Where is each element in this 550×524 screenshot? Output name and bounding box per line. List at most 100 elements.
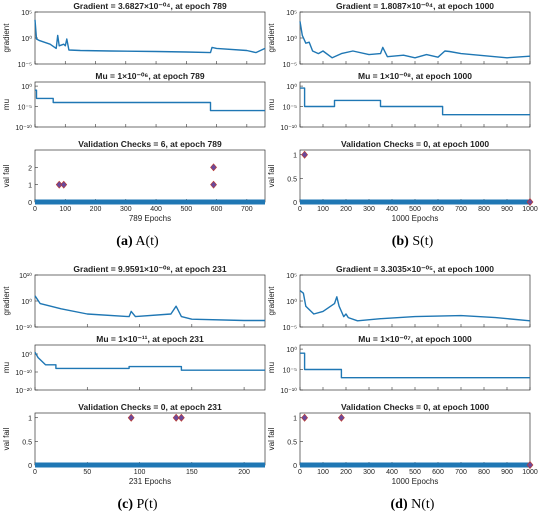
gradient-series-line xyxy=(34,295,265,322)
val-xtick-label: 800 xyxy=(478,469,490,476)
gradient-ylabel: gradient xyxy=(2,286,11,316)
val-xtick-label: 400 xyxy=(386,206,398,213)
gradient-frame xyxy=(34,11,266,65)
val-xtick-label: 300 xyxy=(363,469,375,476)
val-xtick-label: 0 xyxy=(298,206,302,213)
mu-ytick-label: 10⁻⁵ xyxy=(18,105,32,112)
gradient-ytick-label: 10⁵ xyxy=(286,273,297,280)
val-xtick-label: 900 xyxy=(501,206,513,213)
caption-a: (a) A(t) xyxy=(0,234,275,250)
val-frame xyxy=(34,412,266,466)
val-xtick-label: 150 xyxy=(186,469,198,476)
mu-ytick-label: 10⁻¹⁰ xyxy=(15,369,32,377)
gradient-ytick-label: 10⁻⁵ xyxy=(283,62,297,69)
caption-c-letter: (c) xyxy=(117,497,134,512)
gradient-title: Gradient = 9.9591×10⁻⁰⁸, at epoch 231 xyxy=(73,264,226,274)
mu-ytick-label: 10⁻²⁰ xyxy=(15,387,32,395)
gradient-axes: Gradient = 1.8087×10⁻⁰⁴, at epoch 1000 gr… xyxy=(267,1,531,69)
val-fail-marker xyxy=(60,180,68,189)
val-xtick-label: 100 xyxy=(59,206,71,213)
gradient-title: Gradient = 1.8087×10⁻⁰⁴, at epoch 1000 xyxy=(336,1,494,11)
gradient-ytick-label: 10⁰ xyxy=(21,35,32,43)
mu-ytick-label: 10⁻⁵ xyxy=(283,368,297,375)
val-xtick-label: 300 xyxy=(363,206,375,213)
val-xtick-label: 0 xyxy=(33,206,37,213)
xlabel: 231 Epochs xyxy=(129,477,171,486)
val-xtick-label: 100 xyxy=(134,469,146,476)
val-xtick-label: 200 xyxy=(238,469,250,476)
val-xtick-label: 500 xyxy=(180,206,192,213)
caption-d-letter: (d) xyxy=(390,497,408,512)
val-xtick-label: 700 xyxy=(455,469,467,476)
val-xtick-label: 800 xyxy=(478,206,490,213)
mu-series-line xyxy=(35,89,265,112)
val-ytick-label: 0 xyxy=(28,463,32,470)
gradient-ylabel: gradient xyxy=(267,23,276,53)
val-xtick-label: 0 xyxy=(33,469,37,476)
mu-ylabel: mu xyxy=(267,99,276,110)
val-xtick-label: 500 xyxy=(409,206,421,213)
caption-b: (b) S(t) xyxy=(275,234,550,250)
mu-ylabel: mu xyxy=(2,99,11,110)
val-axes: Validation Checks = 6, at epoch 789 val f… xyxy=(2,139,266,223)
val-fail-marker xyxy=(526,198,534,206)
gradient-ytick-label: 10¹⁰ xyxy=(19,272,32,280)
mu-ytick-label: 10⁻⁵ xyxy=(283,105,297,112)
val-xtick-label: 50 xyxy=(83,469,91,476)
val-fail-marker xyxy=(127,413,135,422)
gradient-title: Gradient = 3.6827×10⁻⁰⁴, at epoch 789 xyxy=(73,1,227,11)
val-axes: Validation Checks = 0, at epoch 231 val f… xyxy=(2,402,266,486)
val-fail-marker xyxy=(210,163,217,172)
mu-axes: Mu = 1×10⁻⁰⁷, at epoch 1000 mu 10⁰ 10⁻⁵ 10⁻¹… xyxy=(267,334,531,395)
caption-d: (d) N(t) xyxy=(275,497,550,513)
val-fail-marker xyxy=(338,413,345,422)
mu-axes: Mu = 1×10⁻⁰⁸, at epoch 1000 mu 10⁰ 10⁻⁵ 10⁻¹… xyxy=(267,71,531,132)
val-ytick-label: 0.5 xyxy=(22,439,32,446)
val-xtick-label: 700 xyxy=(241,206,253,213)
gradient-ytick-label: 10⁵ xyxy=(21,10,32,17)
gradient-series-line xyxy=(299,290,531,322)
caption-c: (c) P(t) xyxy=(0,497,275,513)
panel-c: Gradient = 9.9591×10⁻⁰⁸, at epoch 231 gra… xyxy=(2,264,266,486)
gradient-axes: Gradient = 3.3035×10⁻⁰⁵, at epoch 1000 gr… xyxy=(267,264,531,332)
mu-frame xyxy=(299,81,531,128)
mu-ylabel: mu xyxy=(2,362,11,373)
gradient-axes: Gradient = 9.9591×10⁻⁰⁸, at epoch 231 gra… xyxy=(2,264,266,332)
val-fail-marker xyxy=(301,150,308,159)
val-xtick-label: 300 xyxy=(120,206,132,213)
val-title: Validation Checks = 0, at epoch 231 xyxy=(78,402,222,412)
val-title: Validation Checks = 0, at epoch 1000 xyxy=(341,402,489,412)
val-axes: Validation Checks = 0, at epoch 1000 val … xyxy=(267,402,538,486)
mu-axes: Mu = 1×10⁻⁰⁶, at epoch 789 mu 10⁰ 10⁻⁵ 10⁻¹⁰ xyxy=(2,71,266,132)
gradient-ytick-label: 10⁰ xyxy=(286,35,297,43)
gradient-ytick-label: 10⁵ xyxy=(286,10,297,17)
mu-series-line xyxy=(300,87,530,116)
val-ytick-label: 2 xyxy=(28,165,32,172)
val-fail-marker xyxy=(210,180,217,189)
gradient-title: Gradient = 3.3035×10⁻⁰⁵, at epoch 1000 xyxy=(336,264,494,274)
val-frame xyxy=(299,412,531,466)
val-xtick-label: 1000 xyxy=(522,469,538,476)
val-fail-marker xyxy=(177,413,185,422)
val-xtick-label: 600 xyxy=(432,469,444,476)
val-ytick-label: 1 xyxy=(293,153,297,160)
val-ylabel: val fail xyxy=(2,427,11,450)
val-frame xyxy=(34,149,266,203)
xlabel: 1000 Epochs xyxy=(392,477,439,486)
mu-frame xyxy=(34,344,266,391)
val-axes: Validation Checks = 0, at epoch 1000 val … xyxy=(267,139,538,223)
mu-title: Mu = 1×10⁻⁰⁶, at epoch 789 xyxy=(95,71,204,81)
caption-c-text: P(t) xyxy=(136,497,158,512)
val-xtick-label: 200 xyxy=(340,469,352,476)
val-xtick-label: 200 xyxy=(340,206,352,213)
val-xtick-label: 900 xyxy=(501,469,513,476)
val-xtick-label: 200 xyxy=(90,206,102,213)
val-ytick-label: 1 xyxy=(28,416,32,423)
caption-d-text: N(t) xyxy=(411,497,435,512)
val-xtick-label: 100 xyxy=(317,206,329,213)
panel-b: Gradient = 1.8087×10⁻⁰⁴, at epoch 1000 gr… xyxy=(267,1,538,223)
val-title: Validation Checks = 6, at epoch 789 xyxy=(78,139,222,149)
val-ytick-label: 0 xyxy=(293,200,297,207)
val-xtick-label: 500 xyxy=(409,469,421,476)
